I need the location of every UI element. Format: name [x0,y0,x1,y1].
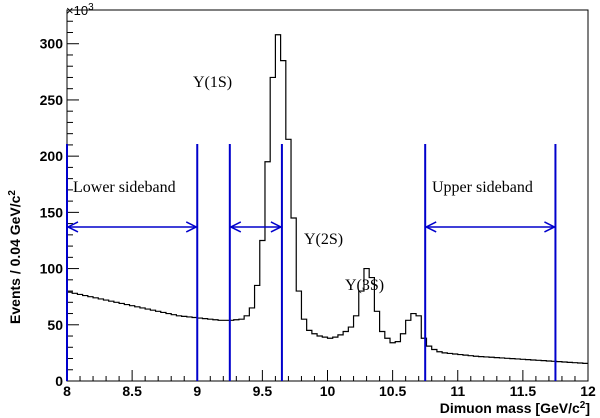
sideband-arrow [424,221,557,233]
x-tick-label: 9.5 [253,383,273,399]
sideband-arrow [66,221,198,233]
arrow-head-right [544,221,557,233]
annotation-label: Υ(1S) [193,74,232,91]
x-tick-label: 9 [193,383,201,399]
annotations: Lower sideband Upper sideband Υ(1S) Υ(2S) Υ(… [73,74,533,294]
x-tick-label: 11.5 [510,383,537,399]
x-axis-ticks: 8 8.5 9 9.5 10 10.5 11 11.5 12 [63,370,596,399]
arrow-head-left [229,221,242,233]
annotation-label: Υ(2S) [304,231,343,248]
y-axis-ticks: 0 50 100 150 200 250 300 [40,20,79,389]
arrow-head-left [424,221,437,233]
y-tick-label: 100 [40,261,64,277]
x-tick-label: 11 [450,383,465,399]
x-axis-label: Dimuon mass [GeV/c2] [440,400,590,416]
y-tick-label: 150 [40,204,64,220]
arrow-head-right [185,221,198,233]
annotation-label: Υ(3S) [345,277,384,294]
sideband-markers [66,144,557,381]
y-tick-label: 0 [55,373,63,389]
x-tick-label: 10.5 [379,383,406,399]
annotation-label: Upper sideband [432,179,533,196]
x-tick-label: 8.5 [122,383,142,399]
arrow-head-left [66,221,79,233]
x-tick-label: 12 [580,383,596,399]
sideband-arrow [229,221,283,233]
y-axis-label: Events / 0.04 GeV/c2 [7,190,23,324]
y-tick-label: 200 [40,148,64,164]
y-multiplier-label: ×103 [66,2,94,18]
x-tick-label: 10 [320,383,336,399]
histogram-line [67,34,588,364]
y-tick-label: 250 [40,92,64,108]
histogram-series [67,34,588,364]
annotation-label: Lower sideband [73,179,176,196]
arrow-head-right [270,221,283,233]
y-tick-label: 50 [47,317,63,333]
x-tick-label: 8 [63,383,71,399]
y-tick-label: 300 [40,36,64,52]
